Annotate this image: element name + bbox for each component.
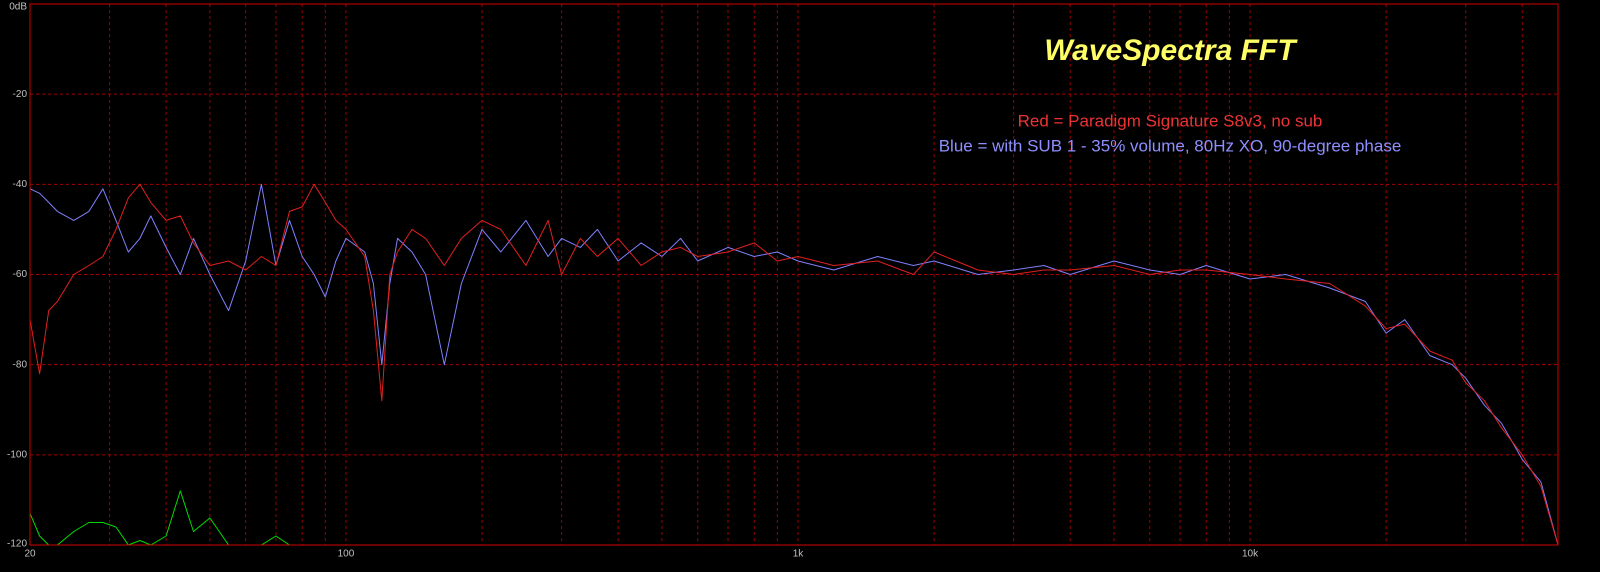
y-tick-label: -40 bbox=[13, 179, 28, 190]
y-tick-label: -80 bbox=[13, 359, 28, 370]
y-tick-label: -20 bbox=[13, 89, 28, 100]
grid bbox=[30, 4, 1558, 545]
plot-border bbox=[29, 3, 1559, 546]
x-tick-label: 10k bbox=[1242, 549, 1259, 560]
plot-lines bbox=[30, 183, 1558, 545]
y-tick-label: 0dB bbox=[9, 2, 27, 13]
annotation: Red = Paradigm Signature S8v3, no sub bbox=[1018, 111, 1323, 130]
y-tick-label: -60 bbox=[13, 269, 28, 280]
chart-title: WaveSpectra FFT bbox=[1044, 34, 1298, 67]
y-tick-label: -120 bbox=[7, 539, 27, 550]
series-line bbox=[30, 183, 1558, 545]
series-line bbox=[30, 490, 303, 545]
x-tick-label: 20 bbox=[24, 549, 36, 560]
y-tick-label: -100 bbox=[7, 449, 27, 460]
annotation: Blue = with SUB 1 - 35% volume, 80Hz XO,… bbox=[939, 136, 1402, 155]
x-tick-label: 1k bbox=[793, 549, 805, 560]
x-tick-label: 100 bbox=[338, 549, 355, 560]
